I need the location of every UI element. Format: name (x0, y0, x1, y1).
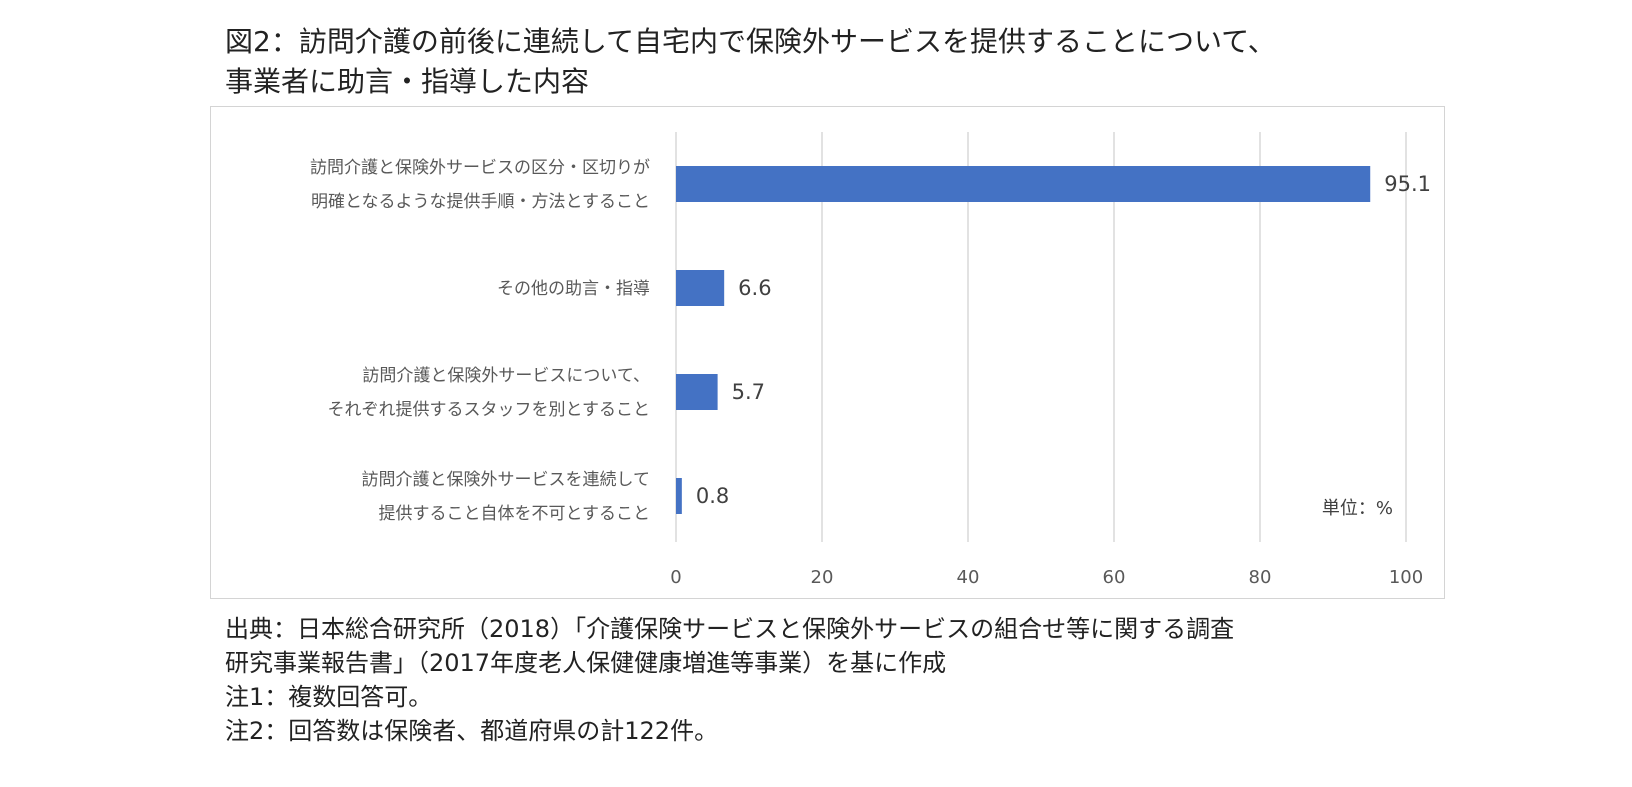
note-1: 注1：複数回答可。 (225, 683, 433, 711)
category-label-0-0: 訪問介護と保険外サービスの区分・区切りが (310, 158, 650, 178)
data-label-0: 95.1 (1384, 172, 1431, 196)
x-tick-label: 100 (1389, 567, 1423, 588)
x-tick-label: 0 (670, 567, 681, 588)
data-label-2: 5.7 (732, 380, 765, 404)
category-label-1-0: その他の助言・指導 (497, 279, 650, 299)
chart-frame (210, 106, 1445, 599)
source-line-1: 出典：日本総合研究所（2018）「介護保険サービスと保険外サービスの組合せ等に関… (225, 615, 1235, 643)
x-tick-label: 40 (957, 567, 980, 588)
bars (676, 166, 1371, 514)
source-line-2: 研究事業報告書」（2017年度老人保健健康増進等事業）を基に作成 (225, 649, 947, 677)
chart-title-line-2: 事業者に助言・指導した内容 (225, 65, 590, 98)
bar-0 (676, 166, 1371, 202)
data-label-3: 0.8 (696, 484, 729, 508)
note-2: 注2：回答数は保険者、都道府県の計122件。 (225, 717, 719, 745)
chart-title-line-1: 図2：訪問介護の前後に連続して自宅内で保険外サービスを提供することについて、 (225, 25, 1276, 58)
chart-notes: 出典：日本総合研究所（2018）「介護保険サービスと保険外サービスの組合せ等に関… (225, 612, 1525, 748)
x-tick-label: 20 (811, 567, 834, 588)
category-label-0-1: 明確となるような提供手順・方法とすること (311, 192, 650, 212)
chart-title: 図2：訪問介護の前後に連続して自宅内で保険外サービスを提供することについて、 事… (225, 22, 1465, 102)
x-tick-label: 60 (1103, 567, 1126, 588)
data-label-1: 6.6 (738, 276, 771, 300)
bar-2 (676, 374, 718, 410)
bar-3 (676, 478, 682, 514)
x-tick-label: 80 (1249, 567, 1272, 588)
unit-label: 単位：% (1322, 498, 1393, 519)
category-label-2-1: それぞれ提供するスタッフを別とすること (328, 400, 651, 420)
bar-1 (676, 270, 725, 306)
category-label-3-0: 訪問介護と保険外サービスを連続して (362, 470, 651, 490)
category-label-3-1: 提供すること自体を不可とすること (379, 504, 651, 524)
labels: 0 20 40 60 80 100 95.1 訪問介護と保険外サービスの区分・区切りが明確とな… (310, 158, 1431, 588)
category-label-2-0: 訪問介護と保険外サービスについて、 (362, 366, 650, 386)
